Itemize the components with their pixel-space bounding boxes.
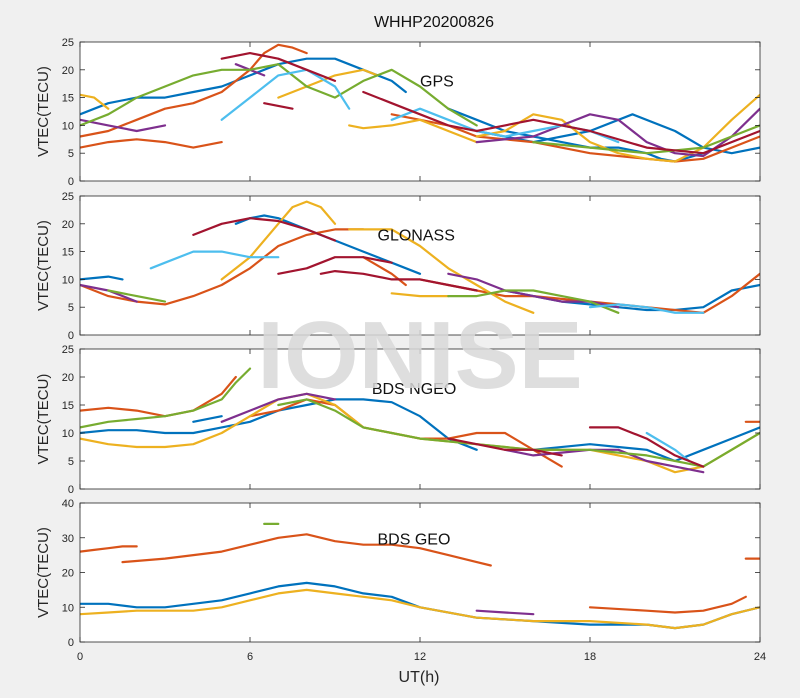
series-line-10	[80, 367, 252, 429]
y-tick-label: 0	[68, 484, 74, 496]
y-axis-label: VTEC(TECU)	[35, 220, 52, 311]
panel-annotation: BDS NGEO	[372, 381, 456, 398]
series-line-14	[149, 250, 280, 270]
y-tick-label: 5	[68, 302, 74, 314]
y-tick-label: 5	[68, 456, 74, 468]
chart-title: WHHP20200826	[374, 14, 494, 31]
axes-layer: 0 5 10 15 20 25 VTEC(TECU) GPS 0 5 10 15 20 25 VTEC(TE…	[35, 37, 766, 663]
series-line-13	[447, 289, 620, 314]
x-tick-label: 24	[754, 651, 766, 663]
series-line-7	[80, 93, 110, 110]
panel-annotation: GPS	[420, 73, 454, 90]
series-line-14	[447, 437, 563, 457]
series-line-16	[192, 217, 337, 242]
series-line-6	[80, 588, 760, 630]
x-tick-label: 6	[247, 651, 253, 663]
y-tick-label: 25	[62, 344, 74, 356]
x-axis-label: UT(h)	[399, 669, 440, 686]
watermark: IONISE	[257, 302, 582, 409]
series-line-3	[475, 113, 760, 155]
panel-3: 0 5 10 15 20 25 VTEC(TECU) BDS NGEO	[35, 344, 761, 496]
x-tick-label: 0	[77, 651, 83, 663]
series-line-11	[80, 118, 167, 133]
y-tick-label: 10	[62, 602, 74, 614]
y-tick-label: 10	[62, 428, 74, 440]
y-tick-label: 15	[62, 93, 74, 105]
x-tick-label: 18	[584, 651, 596, 663]
series-line-8	[220, 392, 337, 423]
y-tick-label: 40	[62, 498, 74, 510]
y-axis-label: VTEC(TECU)	[35, 66, 52, 157]
y-tick-label: 0	[68, 330, 74, 342]
series-line-17	[277, 256, 393, 275]
y-tick-label: 0	[68, 637, 74, 649]
series-line-12	[475, 107, 760, 158]
series-line-9	[390, 292, 450, 298]
panel-annotation: GLONASS	[378, 227, 455, 244]
series-group	[80, 200, 760, 314]
series-line-12	[645, 431, 691, 463]
x-tick-label: 12	[414, 651, 426, 663]
y-axis-label: VTEC(TECU)	[35, 527, 52, 618]
series-line-12	[107, 289, 167, 303]
series-line-8	[277, 68, 379, 99]
panel-4: 0 10 20 30 40 0 6 12 18 24 VTEC(TECU) BDS GEO	[35, 498, 766, 663]
series-line-18	[220, 51, 337, 83]
series-line-2	[121, 533, 492, 567]
panel-2: 0 5 10 15 20 25 VTEC(TECU) GLONASS	[35, 191, 761, 342]
y-tick-label: 20	[62, 568, 74, 580]
series-line-13	[588, 426, 705, 468]
y-tick-label: 15	[62, 400, 74, 412]
series-line-20	[362, 90, 760, 155]
series-line-2	[192, 415, 223, 423]
series-line-18	[319, 270, 478, 292]
plot-area	[80, 196, 760, 335]
series-line-5	[362, 256, 407, 287]
series-line-6	[390, 113, 760, 163]
series-line-1	[80, 545, 138, 553]
y-tick-label: 10	[62, 120, 74, 132]
y-tick-label: 5	[68, 148, 74, 160]
plot-area	[80, 349, 760, 489]
series-line-8	[348, 228, 535, 314]
series-line-19	[263, 102, 294, 110]
y-tick-label: 25	[62, 191, 74, 203]
y-tick-label: 20	[62, 372, 74, 384]
series-line-4	[80, 43, 308, 138]
series-line-9	[348, 118, 478, 144]
y-tick-label: 20	[62, 219, 74, 231]
series-line-5	[80, 138, 223, 149]
plot-area	[80, 503, 760, 642]
series-group	[80, 367, 760, 474]
series-line-3	[588, 595, 747, 614]
series-line-9	[503, 448, 705, 474]
y-tick-label: 30	[62, 533, 74, 545]
series-line-15	[532, 124, 760, 155]
y-tick-label: 20	[62, 65, 74, 77]
series-group	[80, 522, 760, 630]
series-line-16	[220, 68, 351, 121]
series-line-7	[475, 609, 535, 616]
series-line-15	[588, 303, 705, 314]
panel-1: 0 5 10 15 20 25 VTEC(TECU) GPS	[35, 37, 761, 188]
y-tick-label: 0	[68, 176, 74, 188]
series-group	[80, 43, 760, 163]
series-line-1	[80, 275, 124, 281]
series-line-14	[80, 63, 478, 127]
y-tick-label: 15	[62, 247, 74, 259]
series-line-10	[475, 93, 760, 163]
y-axis-label: VTEC(TECU)	[35, 374, 52, 465]
panel-annotation: BDS GEO	[378, 532, 451, 549]
y-tick-label: 10	[62, 274, 74, 286]
y-tick-label: 25	[62, 37, 74, 49]
